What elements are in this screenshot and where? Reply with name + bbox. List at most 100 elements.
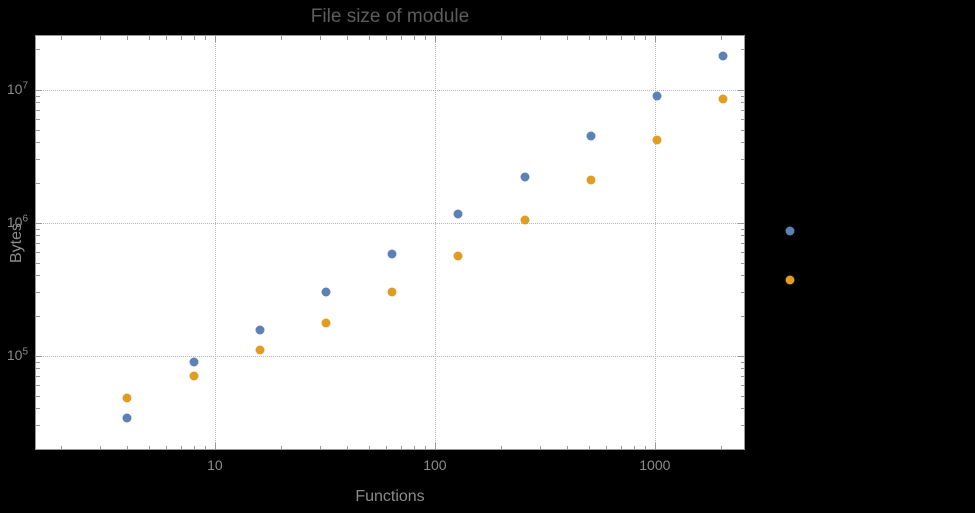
data-point-orange [453, 251, 463, 261]
data-point-blue [520, 172, 530, 182]
y-tick-left [36, 368, 40, 370]
y-tick-right [740, 95, 744, 97]
data-point-blue [387, 249, 397, 259]
data-point-blue [189, 357, 199, 367]
y-tick-left [36, 142, 40, 144]
y-tick-right [740, 368, 744, 370]
y-tick-right [740, 142, 744, 144]
data-point-blue [652, 91, 662, 101]
x-tick-top [347, 36, 349, 40]
y-tick-right [740, 448, 744, 450]
x-tick-bottom [654, 443, 656, 449]
y-tick-right [740, 425, 744, 427]
y-tick-left [36, 222, 42, 224]
y-tick-left [36, 408, 40, 410]
y-tick-right [740, 376, 744, 378]
y-tick-right [740, 252, 744, 254]
x-tick-bottom [501, 445, 503, 449]
x-tick-bottom [214, 443, 216, 449]
y-tick-right [740, 228, 744, 230]
y-tick-left [36, 385, 40, 387]
data-point-orange [189, 371, 199, 381]
y-tick-left [36, 159, 40, 161]
x-tick-top [127, 36, 129, 40]
y-tick-right [738, 222, 744, 224]
x-tick-top [501, 36, 503, 40]
y-gridline [36, 89, 744, 91]
x-gridline [434, 36, 436, 449]
x-tick-bottom [434, 443, 436, 449]
x-tick-top [424, 36, 426, 40]
y-tick-label: 107 [6, 79, 28, 97]
x-tick-bottom [61, 445, 63, 449]
x-tick-bottom [606, 445, 608, 449]
y-tick-left [36, 315, 40, 317]
x-tick-bottom [644, 445, 646, 449]
x-tick-top [644, 36, 646, 40]
x-tick-bottom [424, 445, 426, 449]
chart-title: File size of module [310, 6, 470, 27]
y-tick-left [36, 243, 40, 245]
y-tick-label: 106 [6, 212, 28, 230]
x-tick-top [633, 36, 635, 40]
y-tick-left [36, 228, 40, 230]
x-tick-top [567, 36, 569, 40]
x-tick-top [721, 36, 723, 40]
x-tick-top [148, 36, 150, 40]
data-point-blue [122, 413, 132, 423]
y-tick-left [36, 275, 40, 277]
x-tick-bottom [347, 445, 349, 449]
x-tick-top [214, 36, 216, 42]
x-tick-top [386, 36, 388, 40]
y-tick-left [36, 49, 40, 51]
x-tick-label: 10 [207, 457, 223, 473]
y-tick-right [740, 102, 744, 104]
data-point-orange [520, 215, 530, 225]
y-tick-right [738, 355, 744, 357]
y-tick-left [36, 376, 40, 378]
y-tick-left [36, 395, 40, 397]
x-gridline [654, 36, 656, 449]
x-tick-top [539, 36, 541, 40]
x-tick-bottom [166, 445, 168, 449]
x-tick-bottom [319, 445, 321, 449]
data-point-blue [255, 325, 265, 335]
x-tick-bottom [204, 445, 206, 449]
x-tick-bottom [386, 445, 388, 449]
x-tick-top [368, 36, 370, 40]
y-tick-left [36, 119, 40, 121]
data-point-orange [321, 318, 331, 328]
y-tick-left [36, 110, 40, 112]
data-point-blue [785, 226, 795, 236]
data-point-orange [785, 275, 795, 285]
y-gridline [36, 355, 744, 357]
x-tick-top [204, 36, 206, 40]
y-tick-left [36, 292, 40, 294]
x-tick-bottom [567, 445, 569, 449]
plot-area [35, 35, 745, 450]
x-tick-bottom [633, 445, 635, 449]
y-tick-right [740, 395, 744, 397]
x-tick-top [413, 36, 415, 40]
y-tick-right [740, 182, 744, 184]
data-point-blue [453, 209, 463, 219]
y-tick-left [36, 235, 40, 237]
y-tick-left [36, 448, 40, 450]
x-tick-bottom [413, 445, 415, 449]
y-tick-right [740, 292, 744, 294]
y-tick-right [740, 119, 744, 121]
x-tick-bottom [368, 445, 370, 449]
x-tick-top [193, 36, 195, 40]
x-tick-top [400, 36, 402, 40]
y-tick-right [740, 235, 744, 237]
x-gridline [214, 36, 216, 449]
y-tick-right [740, 315, 744, 317]
x-tick-top [180, 36, 182, 40]
x-tick-top [620, 36, 622, 40]
data-point-orange [652, 135, 662, 145]
y-tick-right [738, 89, 744, 91]
y-tick-right [740, 408, 744, 410]
x-tick-bottom [620, 445, 622, 449]
y-tick-right [740, 275, 744, 277]
